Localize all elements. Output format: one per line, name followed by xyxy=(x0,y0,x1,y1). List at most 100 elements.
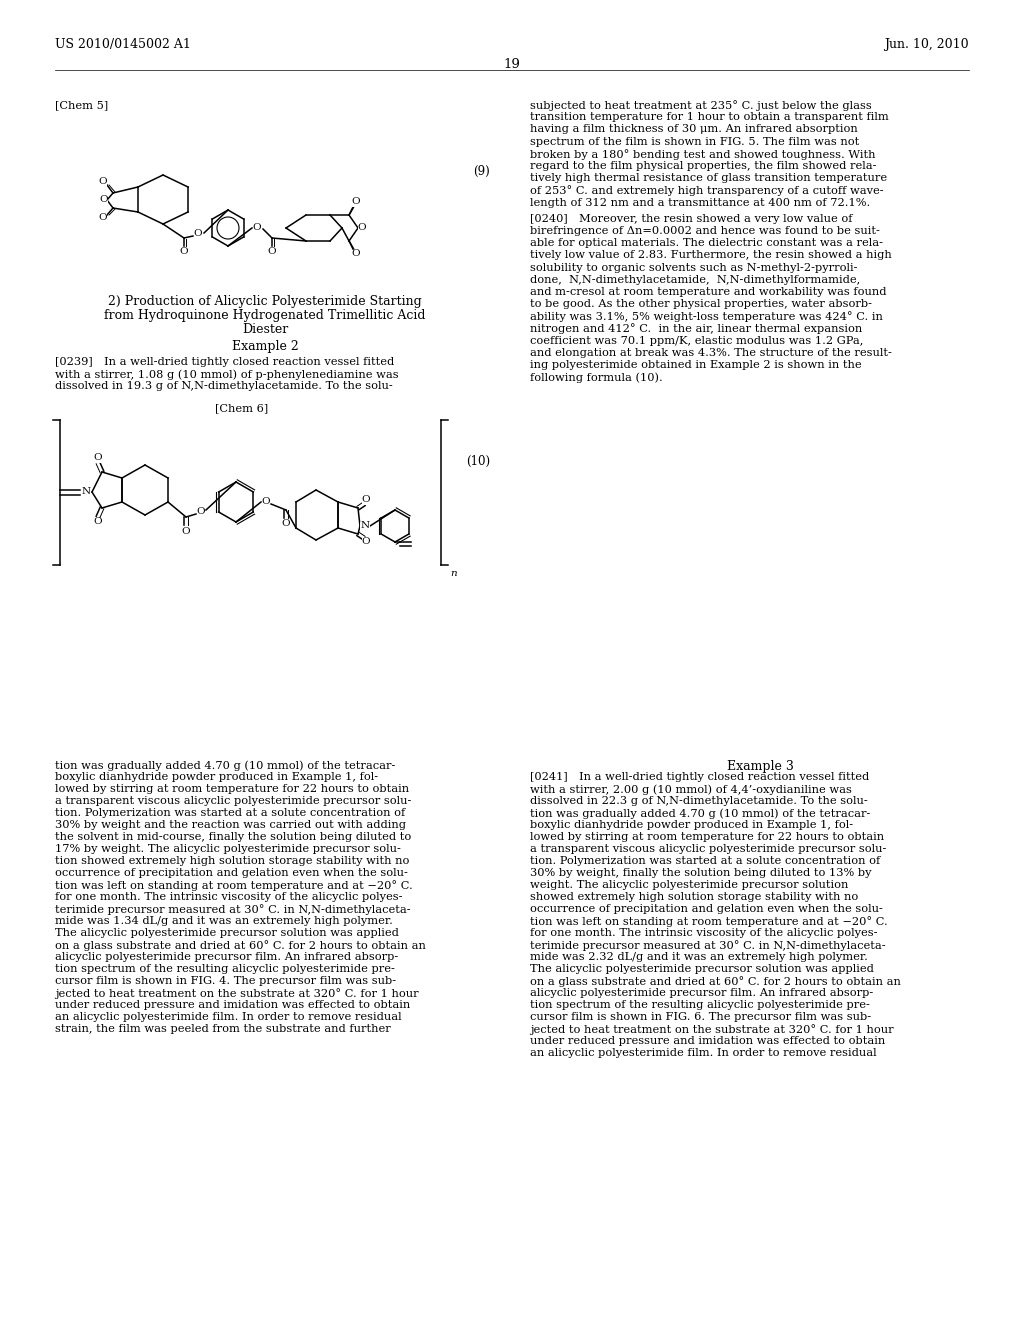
Text: cursor film is shown in FIG. 4. The precursor film was sub-: cursor film is shown in FIG. 4. The prec… xyxy=(55,975,396,986)
Text: O: O xyxy=(194,230,203,239)
Text: tion was gradually added 4.70 g (10 mmol) of the tetracar-: tion was gradually added 4.70 g (10 mmol… xyxy=(530,808,870,818)
Text: boxylic dianhydride powder produced in Example 1, fol-: boxylic dianhydride powder produced in E… xyxy=(55,772,378,781)
Text: O: O xyxy=(253,223,261,232)
Text: terimide precursor measured at 30° C. in N,N-dimethylaceta-: terimide precursor measured at 30° C. in… xyxy=(530,940,886,950)
Text: an alicyclic polyesterimide film. In order to remove residual: an alicyclic polyesterimide film. In ord… xyxy=(55,1012,401,1022)
Text: 30% by weight, finally the solution being diluted to 13% by: 30% by weight, finally the solution bein… xyxy=(530,869,871,878)
Text: able for optical materials. The dielectric constant was a rela-: able for optical materials. The dielectr… xyxy=(530,238,883,248)
Text: O: O xyxy=(361,495,371,504)
Text: O: O xyxy=(282,520,291,528)
Text: O: O xyxy=(181,527,190,536)
Text: Diester: Diester xyxy=(242,323,288,337)
Text: and elongation at break was 4.3%. The structure of the result-: and elongation at break was 4.3%. The st… xyxy=(530,348,892,358)
Text: under reduced pressure and imidation was effected to obtain: under reduced pressure and imidation was… xyxy=(530,1036,886,1045)
Text: Example 2: Example 2 xyxy=(231,341,298,352)
Text: alicyclic polyesterimide precursor film. An infrared absorp-: alicyclic polyesterimide precursor film.… xyxy=(530,987,873,998)
Text: tion was gradually added 4.70 g (10 mmol) of the tetracar-: tion was gradually added 4.70 g (10 mmol… xyxy=(55,760,395,771)
Text: tion. Polymerization was started at a solute concentration of: tion. Polymerization was started at a so… xyxy=(55,808,406,818)
Text: the solvent in mid-course, finally the solution being diluted to: the solvent in mid-course, finally the s… xyxy=(55,832,412,842)
Text: birefringence of Δn=0.0002 and hence was found to be suit-: birefringence of Δn=0.0002 and hence was… xyxy=(530,226,880,236)
Text: boxylic dianhydride powder produced in Example 1, fol-: boxylic dianhydride powder produced in E… xyxy=(530,820,853,830)
Text: on a glass substrate and dried at 60° C. for 2 hours to obtain an: on a glass substrate and dried at 60° C.… xyxy=(55,940,426,950)
Text: lowed by stirring at room temperature for 22 hours to obtain: lowed by stirring at room temperature fo… xyxy=(55,784,410,795)
Text: on a glass substrate and dried at 60° C. for 2 hours to obtain an: on a glass substrate and dried at 60° C.… xyxy=(530,975,901,987)
Text: [0239] In a well-dried tightly closed reaction vessel fitted: [0239] In a well-dried tightly closed re… xyxy=(55,356,394,367)
Text: under reduced pressure and imidation was effected to obtain: under reduced pressure and imidation was… xyxy=(55,1001,411,1010)
Text: [0241] In a well-dried tightly closed reaction vessel fitted: [0241] In a well-dried tightly closed re… xyxy=(530,772,869,781)
Text: mide was 1.34 dL/g and it was an extremely high polymer.: mide was 1.34 dL/g and it was an extreme… xyxy=(55,916,393,927)
Text: of 253° C. and extremely high transparency of a cutoff wave-: of 253° C. and extremely high transparen… xyxy=(530,185,884,197)
Text: a transparent viscous alicyclic polyesterimide precursor solu-: a transparent viscous alicyclic polyeste… xyxy=(55,796,412,807)
Text: [0240] Moreover, the resin showed a very low value of: [0240] Moreover, the resin showed a very… xyxy=(530,214,853,224)
Text: ability was 3.1%, 5% weight-loss temperature was 424° C. in: ability was 3.1%, 5% weight-loss tempera… xyxy=(530,312,883,322)
Text: The alicyclic polyesterimide precursor solution was applied: The alicyclic polyesterimide precursor s… xyxy=(55,928,399,939)
Text: tion spectrum of the resulting alicyclic polyesterimide pre-: tion spectrum of the resulting alicyclic… xyxy=(530,1001,869,1010)
Text: tion was left on standing at room temperature and at −20° C.: tion was left on standing at room temper… xyxy=(55,880,413,891)
Text: coefficient was 70.1 ppm/K, elastic modulus was 1.2 GPa,: coefficient was 70.1 ppm/K, elastic modu… xyxy=(530,335,863,346)
Text: The alicyclic polyesterimide precursor solution was applied: The alicyclic polyesterimide precursor s… xyxy=(530,964,873,974)
Text: having a film thickness of 30 μm. An infrared absorption: having a film thickness of 30 μm. An inf… xyxy=(530,124,858,135)
Text: regard to the film physical properties, the film showed rela-: regard to the film physical properties, … xyxy=(530,161,877,172)
Text: cursor film is shown in FIG. 6. The precursor film was sub-: cursor film is shown in FIG. 6. The prec… xyxy=(530,1012,871,1022)
Text: O: O xyxy=(98,214,108,223)
Text: an alicyclic polyesterimide film. In order to remove residual: an alicyclic polyesterimide film. In ord… xyxy=(530,1048,877,1059)
Text: weight. The alicyclic polyesterimide precursor solution: weight. The alicyclic polyesterimide pre… xyxy=(530,880,848,890)
Text: O: O xyxy=(93,454,102,462)
Text: mide was 2.32 dL/g and it was an extremely high polymer.: mide was 2.32 dL/g and it was an extreme… xyxy=(530,952,868,962)
Text: 19: 19 xyxy=(504,58,520,71)
Text: strain, the film was peeled from the substrate and further: strain, the film was peeled from the sub… xyxy=(55,1024,391,1034)
Text: from Hydroquinone Hydrogenated Trimellitic Acid: from Hydroquinone Hydrogenated Trimellit… xyxy=(104,309,426,322)
Text: O: O xyxy=(351,249,360,259)
Text: O: O xyxy=(361,537,371,546)
Text: N: N xyxy=(360,521,370,531)
Text: n: n xyxy=(450,569,457,578)
Text: for one month. The intrinsic viscosity of the alicyclic polyes-: for one month. The intrinsic viscosity o… xyxy=(530,928,878,939)
Text: occurrence of precipitation and gelation even when the solu-: occurrence of precipitation and gelation… xyxy=(530,904,883,913)
Text: 2) Production of Alicyclic Polyesterimide Starting: 2) Production of Alicyclic Polyesterimid… xyxy=(109,294,422,308)
Text: a transparent viscous alicyclic polyesterimide precursor solu-: a transparent viscous alicyclic polyeste… xyxy=(530,843,887,854)
Text: tion. Polymerization was started at a solute concentration of: tion. Polymerization was started at a so… xyxy=(530,855,881,866)
Text: O: O xyxy=(357,223,367,232)
Text: tion showed extremely high solution storage stability with no: tion showed extremely high solution stor… xyxy=(55,855,410,866)
Text: done,  N,N-dimethylacetamide,  N,N-dimethylformamide,: done, N,N-dimethylacetamide, N,N-dimethy… xyxy=(530,275,860,285)
Text: 17% by weight. The alicyclic polyesterimide precursor solu-: 17% by weight. The alicyclic polyesterim… xyxy=(55,843,400,854)
Text: tion was left on standing at room temperature and at −20° C.: tion was left on standing at room temper… xyxy=(530,916,888,927)
Text: (10): (10) xyxy=(466,455,490,469)
Text: tively low value of 2.83. Furthermore, the resin showed a high: tively low value of 2.83. Furthermore, t… xyxy=(530,251,892,260)
Text: jected to heat treatment on the substrate at 320° C. for 1 hour: jected to heat treatment on the substrat… xyxy=(530,1024,894,1035)
Text: occurrence of precipitation and gelation even when the solu-: occurrence of precipitation and gelation… xyxy=(55,869,408,878)
Text: tively high thermal resistance of glass transition temperature: tively high thermal resistance of glass … xyxy=(530,173,887,183)
Text: ing polyesterimide obtained in Example 2 is shown in the: ing polyesterimide obtained in Example 2… xyxy=(530,360,861,370)
Text: O: O xyxy=(267,248,276,256)
Text: to be good. As the other physical properties, water absorb-: to be good. As the other physical proper… xyxy=(530,300,872,309)
Text: [Chem 5]: [Chem 5] xyxy=(55,100,109,110)
Text: following formula (10).: following formula (10). xyxy=(530,372,663,383)
Text: US 2010/0145002 A1: US 2010/0145002 A1 xyxy=(55,38,190,51)
Text: and m-cresol at room temperature and workability was found: and m-cresol at room temperature and wor… xyxy=(530,286,887,297)
Text: broken by a 180° bending test and showed toughness. With: broken by a 180° bending test and showed… xyxy=(530,149,876,160)
Text: with a stirrer, 2.00 g (10 mmol) of 4,4’-oxydianiline was: with a stirrer, 2.00 g (10 mmol) of 4,4’… xyxy=(530,784,852,795)
Text: O: O xyxy=(197,507,206,516)
Text: terimide precursor measured at 30° C. in N,N-dimethylaceta-: terimide precursor measured at 30° C. in… xyxy=(55,904,411,915)
Text: nitrogen and 412° C.  in the air, linear thermal expansion: nitrogen and 412° C. in the air, linear … xyxy=(530,323,862,334)
Text: with a stirrer, 1.08 g (10 mmol) of p-phenylenediamine was: with a stirrer, 1.08 g (10 mmol) of p-ph… xyxy=(55,370,398,380)
Text: O: O xyxy=(351,198,360,206)
Text: alicyclic polyesterimide precursor film. An infrared absorp-: alicyclic polyesterimide precursor film.… xyxy=(55,952,398,962)
Text: N: N xyxy=(82,487,90,496)
Text: tion spectrum of the resulting alicyclic polyesterimide pre-: tion spectrum of the resulting alicyclic… xyxy=(55,964,395,974)
Text: 30% by weight and the reaction was carried out with adding: 30% by weight and the reaction was carri… xyxy=(55,820,406,830)
Text: subjected to heat treatment at 235° C. just below the glass: subjected to heat treatment at 235° C. j… xyxy=(530,100,871,111)
Text: Jun. 10, 2010: Jun. 10, 2010 xyxy=(885,38,969,51)
Text: O: O xyxy=(262,498,270,507)
Text: spectrum of the film is shown in FIG. 5. The film was not: spectrum of the film is shown in FIG. 5.… xyxy=(530,136,859,147)
Text: O: O xyxy=(179,248,188,256)
Text: O: O xyxy=(93,517,102,527)
Text: Example 3: Example 3 xyxy=(727,760,794,774)
Text: (9): (9) xyxy=(473,165,490,178)
Text: jected to heat treatment on the substrate at 320° C. for 1 hour: jected to heat treatment on the substrat… xyxy=(55,987,419,999)
Text: length of 312 nm and a transmittance at 400 nm of 72.1%.: length of 312 nm and a transmittance at … xyxy=(530,198,870,207)
Text: for one month. The intrinsic viscosity of the alicyclic polyes-: for one month. The intrinsic viscosity o… xyxy=(55,892,402,902)
Text: [Chem 6]: [Chem 6] xyxy=(215,403,268,413)
Text: showed extremely high solution storage stability with no: showed extremely high solution storage s… xyxy=(530,892,858,902)
Text: lowed by stirring at room temperature for 22 hours to obtain: lowed by stirring at room temperature fo… xyxy=(530,832,884,842)
